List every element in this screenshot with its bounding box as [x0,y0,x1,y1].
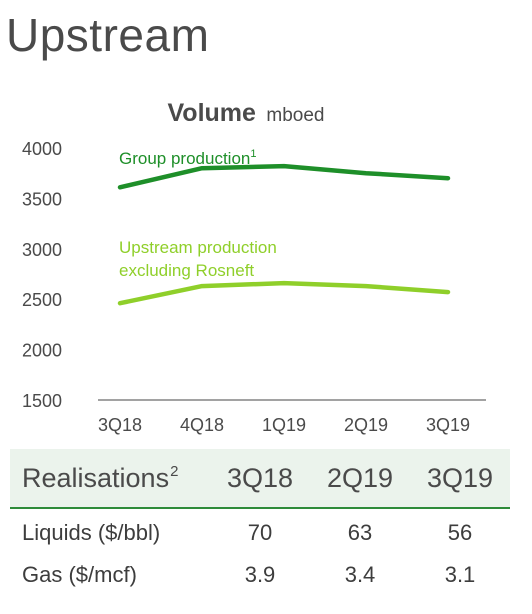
x-tick-label: 4Q18 [180,415,224,435]
table-header-col-2q19: 2Q19 [326,462,394,493]
series-label-group-production: Group production1 [119,148,257,168]
table-row-gas: Gas ($/mcf) 3.9 3.4 3.1 [10,554,510,596]
realisations-table: Realisations2 3Q18 2Q19 3Q19 Liquids ($/… [10,449,510,596]
y-tick-label: 2000 [22,341,62,361]
table-header-col-3q18: 3Q18 [226,462,294,493]
x-tick-label: 2Q19 [344,415,388,435]
cell-gas-3q18: 3.9 [244,562,276,587]
cell-liquids-3q19: 56 [447,520,473,545]
y-tick-label: 2500 [22,290,62,310]
upstream-excl-rosneft-line [117,280,451,306]
realisations-label: Realisations [22,462,170,493]
chart-title-main: Volume [167,99,256,127]
x-tick-label: 3Q19 [426,415,470,435]
series-labels: Group production1 Upstream production excl… [119,148,277,280]
chart-title: Volume mboed [167,99,324,127]
row-label-gas: Gas ($/mcf) [22,562,137,587]
volume-line-chart: Volume mboed 1500 2000 2500 3000 3500 4000 3Q… [22,99,486,435]
cell-liquids-2q19: 63 [347,520,373,545]
table-header-row: Realisations2 3Q18 2Q19 3Q19 [10,449,510,509]
cell-liquids-3q18: 70 [247,520,273,545]
table-header-label: Realisations2 [10,463,210,494]
series-label-upstream-excl-rosneft: Upstream production [119,238,277,257]
series-label-footnote-marker: 1 [250,148,256,160]
realisations-footnote-marker: 2 [170,462,179,480]
y-tick-label: 1500 [22,391,62,411]
table-header-col-3q19: 3Q19 [426,462,494,493]
cell-gas-3q19: 3.1 [444,562,476,587]
table-row-liquids: Liquids ($/bbl) 70 63 56 [10,512,510,554]
y-tick-label: 4000 [22,139,62,159]
y-tick-label: 3000 [22,240,62,260]
chart-title-unit: mboed [266,105,324,126]
volume-chart-area: Volume mboed 1500 2000 2500 3000 3500 4000 3Q… [22,99,486,435]
x-tick-label: 1Q19 [262,415,306,435]
page-title: Upstream [6,9,210,61]
row-label-liquids: Liquids ($/bbl) [22,520,161,545]
y-axis-ticks: 1500 2000 2500 3000 3500 4000 [22,139,62,411]
group-production-line [117,163,451,190]
x-tick-label: 3Q18 [98,415,142,435]
series-label-upstream-excl-rosneft: excluding Rosneft [119,261,254,280]
x-axis-ticks: 3Q18 4Q18 1Q19 2Q19 3Q19 [98,415,470,435]
series-lines [117,163,451,306]
cell-gas-2q19: 3.4 [344,562,376,587]
y-tick-label: 3500 [22,189,62,209]
